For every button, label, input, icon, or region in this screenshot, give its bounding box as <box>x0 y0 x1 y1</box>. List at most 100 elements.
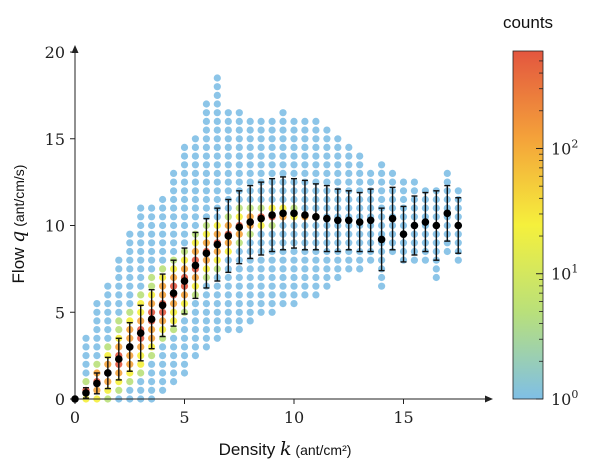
scatter-point <box>93 352 101 360</box>
mean-point <box>366 216 375 225</box>
scatter-point <box>213 100 221 108</box>
mean-point <box>454 221 463 230</box>
scatter-point <box>268 265 276 273</box>
scatter-point <box>378 187 386 195</box>
scatter-point <box>246 169 254 177</box>
scatter-point <box>148 265 156 273</box>
scatter-point <box>213 178 221 186</box>
scatter-point <box>224 308 232 316</box>
scatter-point <box>268 273 276 282</box>
scatter-point <box>224 161 232 169</box>
scatter-point <box>290 135 298 143</box>
scatter-point <box>170 221 178 230</box>
scatter-point <box>202 169 210 177</box>
scatter-point <box>224 152 232 160</box>
scatter-point <box>378 273 386 282</box>
scatter-point <box>246 317 254 325</box>
scatter-point <box>410 187 418 195</box>
scatter-point <box>279 282 287 290</box>
scatter-point <box>213 126 221 134</box>
scatter-point <box>126 291 134 299</box>
scatter-point <box>170 378 178 386</box>
scatter-point <box>159 369 167 377</box>
scatter-point <box>323 135 331 143</box>
mean-point <box>323 214 331 223</box>
y-axis-arrow <box>71 45 79 53</box>
scatter-point <box>301 161 309 169</box>
scatter-point <box>159 265 167 273</box>
scatter-point <box>301 282 309 290</box>
scatter-point <box>137 247 145 256</box>
scatter-point <box>235 161 243 169</box>
scatter-point <box>279 291 287 299</box>
scatter-point <box>191 161 199 169</box>
scatter-point <box>93 343 101 351</box>
scatter-point <box>290 143 298 151</box>
scatter-point <box>323 178 331 186</box>
scatter-point <box>235 135 243 143</box>
mean-point <box>388 214 397 223</box>
scatter-point <box>213 300 221 308</box>
scatter-point <box>323 265 331 273</box>
scatter-point <box>312 291 320 299</box>
scatter-point <box>191 326 199 334</box>
scatter-point <box>246 291 254 299</box>
scatter-point <box>213 195 221 204</box>
scatter-point <box>93 308 101 316</box>
scatter-point <box>454 187 462 195</box>
scatter-point <box>268 117 276 125</box>
scatter-point <box>290 152 298 160</box>
scatter-point <box>159 213 167 221</box>
scatter-point <box>224 126 232 134</box>
scatter-point <box>235 273 243 282</box>
mean-point <box>257 214 265 223</box>
scatter-point <box>137 273 145 282</box>
scatter-point <box>126 308 134 316</box>
scatter-point <box>170 204 178 212</box>
x-tick-label: 15 <box>393 408 413 427</box>
scatter-point <box>334 152 342 160</box>
scatter-point <box>356 265 364 273</box>
scatter-point <box>115 308 123 316</box>
scatter-point <box>115 273 123 282</box>
scatter-point <box>443 169 451 177</box>
scatter-point <box>180 360 189 368</box>
scatter-point <box>137 239 145 247</box>
axis-ticks: 0 5 10 15 0 5 10 15 20 <box>45 43 414 427</box>
scatter-point <box>213 169 221 177</box>
scatter-point <box>301 256 309 264</box>
scatter-point <box>148 369 156 377</box>
scatter-point <box>224 109 232 117</box>
scatter-point <box>257 300 265 308</box>
scatter-point <box>82 360 90 368</box>
mean-point <box>169 289 178 297</box>
scatter-point <box>148 239 156 247</box>
scatter-point <box>115 265 123 273</box>
scatter-point <box>170 178 178 186</box>
scatter-point <box>170 360 178 368</box>
mean-point <box>246 218 254 226</box>
scatter-point <box>180 213 189 221</box>
scatter-point <box>235 169 243 177</box>
scatter-point <box>191 178 199 186</box>
scatter-point <box>159 256 167 264</box>
scatter-point <box>367 178 375 186</box>
scatter-point <box>399 195 408 204</box>
scatter-point <box>268 300 276 308</box>
mean-point <box>410 221 419 230</box>
scatter-point <box>180 326 189 334</box>
scatter-point <box>180 230 189 238</box>
scatter-point <box>301 135 309 143</box>
scatter-point <box>268 169 276 177</box>
mean-point <box>71 395 79 403</box>
scatter-point <box>290 282 298 290</box>
scatter-point <box>454 256 462 264</box>
scatter-point <box>334 169 342 177</box>
scatter-point <box>378 161 386 169</box>
scatter-point <box>104 282 112 290</box>
scatter-point <box>268 291 276 299</box>
scatter-point <box>191 187 199 195</box>
scatter-point <box>356 178 364 186</box>
scatter-point <box>148 378 156 386</box>
